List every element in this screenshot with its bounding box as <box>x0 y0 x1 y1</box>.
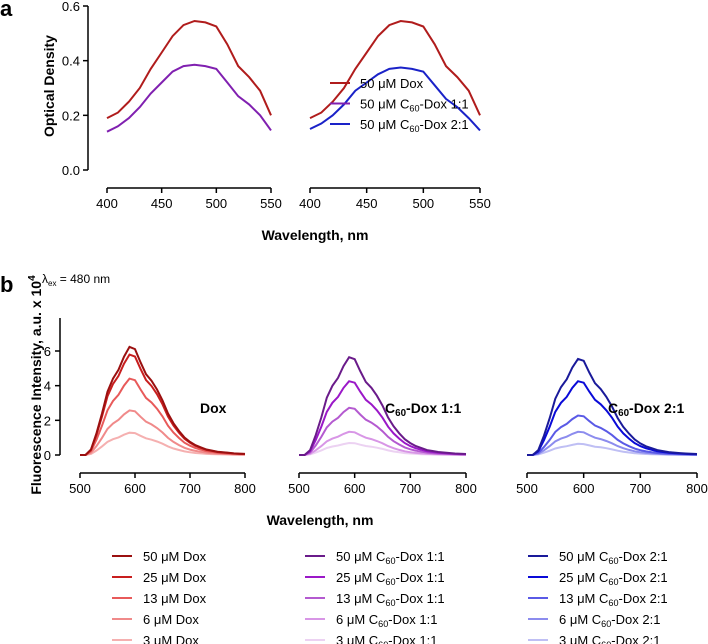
x-tick-label-b: 500 <box>516 481 538 496</box>
x-tick-label-b: 700 <box>179 481 201 496</box>
x-tick-label-a: 450 <box>356 196 378 211</box>
x-tick-label-b: 600 <box>344 481 366 496</box>
x-tick-label-a: 400 <box>96 196 118 211</box>
legend-label-b: 50 μM C60-Dox 2:1 <box>559 549 668 566</box>
x-tick-label-b: 800 <box>686 481 708 496</box>
legend-label-b: 25 μM C60-Dox 1:1 <box>336 570 445 587</box>
x-tick-label-a: 400 <box>299 196 321 211</box>
subplot-title: Dox <box>200 400 227 416</box>
subplot-title: C60-Dox 1:1 <box>385 400 461 419</box>
legend-label-b: 25 μM C60-Dox 2:1 <box>559 570 668 587</box>
x-axis-label-a: Wavelength, nm <box>262 227 369 243</box>
x-tick-label-b: 800 <box>455 481 477 496</box>
legend-label-a: 50 μM C60-Dox 1:1 <box>360 97 469 114</box>
absorbance-line <box>106 63 272 133</box>
fluorescence-line <box>80 345 246 456</box>
x-tick-label-b: 500 <box>288 481 310 496</box>
absorbance-line <box>309 66 481 132</box>
legend-label-b: 3 μM C60-Dox 2:1 <box>559 633 660 644</box>
y-tick-label-b: 4 <box>44 379 51 394</box>
subplot-title: C60-Dox 2:1 <box>608 400 684 419</box>
panel-label-b: b <box>0 272 13 297</box>
legend-label-b: 6 μM C60-Dox 2:1 <box>559 612 660 629</box>
x-tick-label-b: 700 <box>399 481 421 496</box>
absorbance-line <box>106 19 272 119</box>
y-tick-label-b: 0 <box>44 448 51 463</box>
legend-label-b: 6 μM Dox <box>143 612 199 627</box>
y-axis-label-a: Optical Density <box>41 35 57 137</box>
x-tick-label-a: 450 <box>151 196 173 211</box>
y-tick-label-b: 2 <box>44 413 51 428</box>
x-tick-label-b: 700 <box>629 481 651 496</box>
legend-label-b: 3 μM Dox <box>143 633 199 644</box>
legend-label-b: 50 μM C60-Dox 1:1 <box>336 549 445 566</box>
legend-label-a: 50 μM C60-Dox 2:1 <box>360 117 469 134</box>
x-tick-label-b: 500 <box>69 481 91 496</box>
y-tick-label-a: 0.4 <box>62 54 80 69</box>
y-tick-label-a: 0.2 <box>62 108 80 123</box>
legend-label-a: 50 μM Dox <box>360 76 424 91</box>
x-tick-label-a: 550 <box>260 196 282 211</box>
legend-label-b: 50 μM Dox <box>143 549 207 564</box>
legend-label-b: 6 μM C60-Dox 1:1 <box>336 612 437 629</box>
x-tick-label-b: 800 <box>234 481 256 496</box>
legend-label-b: 25 μM Dox <box>143 570 207 585</box>
x-axis-label-b: Wavelength, nm <box>267 512 374 528</box>
x-tick-label-a: 550 <box>469 196 491 211</box>
x-tick-label-b: 600 <box>124 481 146 496</box>
x-tick-label-a: 500 <box>205 196 227 211</box>
y-tick-label-b: 6 <box>44 344 51 359</box>
x-tick-label-b: 600 <box>573 481 595 496</box>
legend-label-b: 13 μM C60-Dox 2:1 <box>559 591 668 608</box>
legend-label-b: 13 μM C60-Dox 1:1 <box>336 591 445 608</box>
fluorescence-line <box>299 355 467 456</box>
panel-label-a: a <box>0 0 13 21</box>
excitation-annotation: λex = 480 nm <box>42 272 110 288</box>
y-tick-label-a: 0.6 <box>62 0 80 14</box>
y-axis-label-b: Fluorescence Intensity, a.u. x 104 <box>27 275 44 495</box>
legend-label-b: 3 μM C60-Dox 1:1 <box>336 633 437 644</box>
x-tick-label-a: 500 <box>412 196 434 211</box>
y-tick-label-a: 0.0 <box>62 163 80 178</box>
fluorescence-line <box>527 357 698 456</box>
absorbance-line <box>309 19 481 119</box>
legend-label-b: 13 μM Dox <box>143 591 207 606</box>
